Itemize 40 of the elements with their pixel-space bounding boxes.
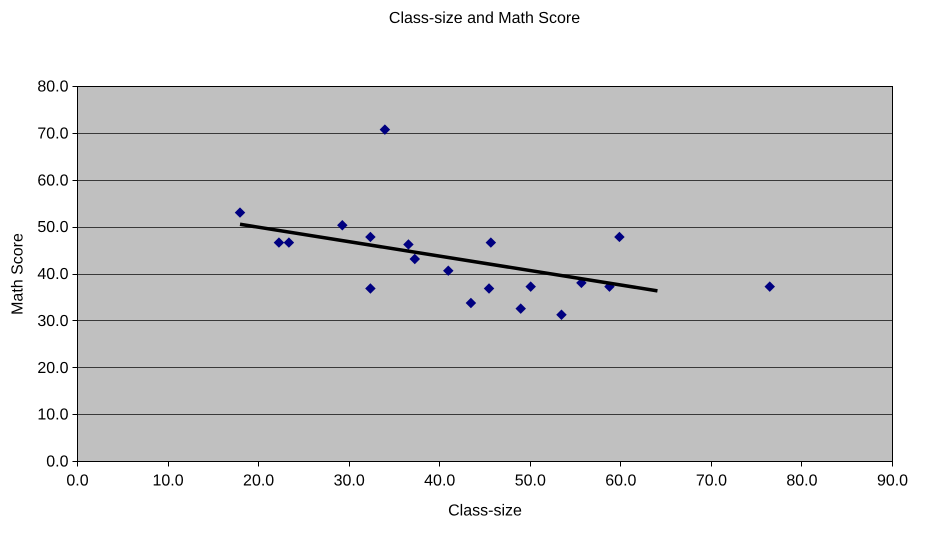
x-tick-label: 0.0 <box>66 472 89 490</box>
x-tick-label: 80.0 <box>786 472 818 490</box>
x-tick-label: 20.0 <box>243 472 274 490</box>
point <box>556 310 567 320</box>
point <box>764 281 775 292</box>
x-axis-title: Class-size <box>448 502 522 520</box>
point <box>274 237 284 248</box>
y-tick-label: 50.0 <box>37 219 69 236</box>
y-tick-label: 30.0 <box>37 312 69 330</box>
point <box>365 232 376 242</box>
x-tick-label: 40.0 <box>424 472 456 490</box>
x-tick-label: 30.0 <box>334 472 365 490</box>
x-tick-label: 50.0 <box>514 472 546 490</box>
y-tick-label: 60.0 <box>37 172 69 190</box>
point <box>337 220 348 230</box>
point <box>486 237 496 248</box>
point <box>515 303 526 314</box>
point <box>614 232 625 242</box>
y-tick-label: 40.0 <box>37 266 69 283</box>
x-tick-label: 90.0 <box>876 472 908 490</box>
point <box>380 124 390 135</box>
y-tick-label: 70.0 <box>37 125 69 142</box>
point <box>443 265 454 276</box>
point <box>466 298 476 308</box>
point <box>484 283 494 294</box>
point <box>365 283 376 294</box>
point <box>525 281 536 292</box>
x-tick-label: 60.0 <box>605 472 637 490</box>
y-tick-label: 80.0 <box>37 78 69 96</box>
point <box>284 237 294 248</box>
chart-title: Class-size and Math Score <box>388 10 580 27</box>
x-tick-label: 70.0 <box>696 472 728 490</box>
point <box>410 254 420 264</box>
y-tick-label: 20.0 <box>37 360 69 377</box>
y-tick-label: 10.0 <box>37 406 69 424</box>
y-tick-label: 0.0 <box>46 454 69 470</box>
point <box>234 207 246 218</box>
x-tick-label: 10.0 <box>152 472 184 490</box>
point <box>403 239 414 250</box>
y-axis-title: Math Score <box>9 232 26 315</box>
